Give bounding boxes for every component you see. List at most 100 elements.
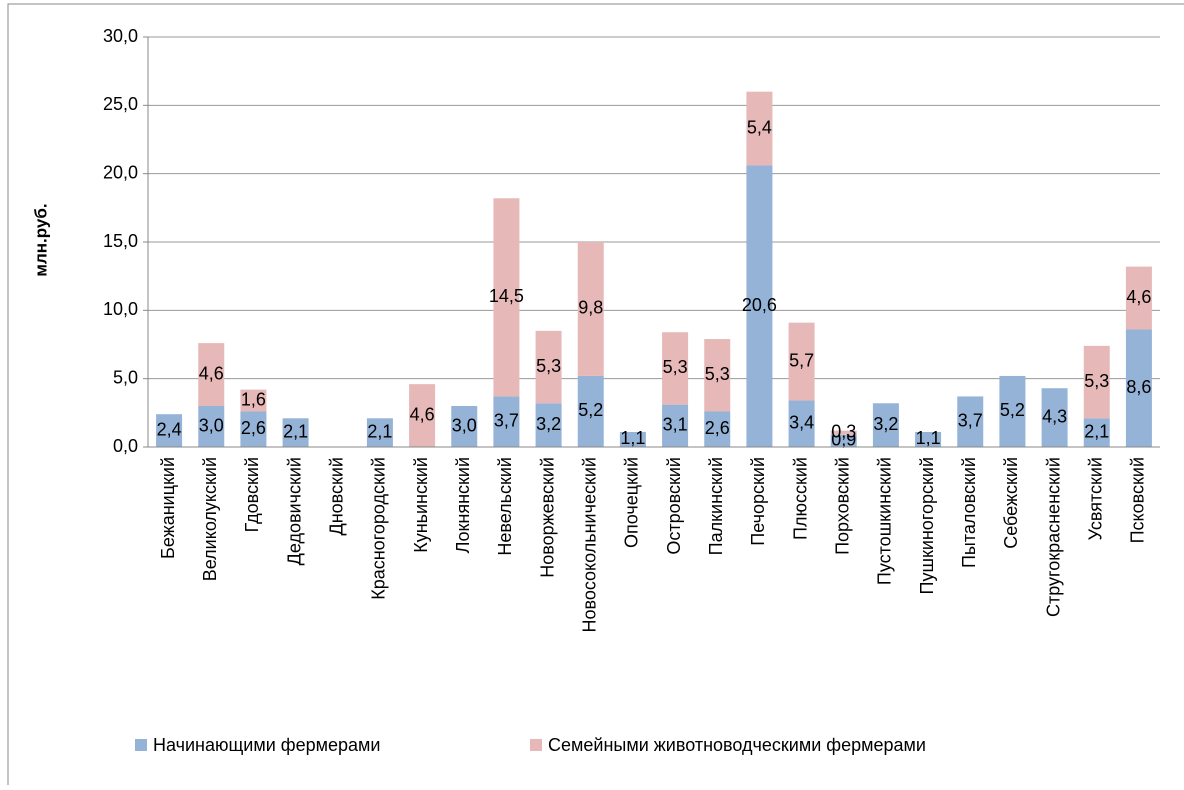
- bar-segment: [493, 198, 520, 397]
- x-tick-label: Пушкиногорский: [917, 457, 937, 594]
- bar-segment: [788, 400, 815, 447]
- y-tick-label: 5,0: [113, 367, 138, 387]
- data-label: 8,6: [1126, 377, 1151, 397]
- bar-segment: [704, 411, 731, 447]
- y-axis-label: млн.руб.: [31, 203, 50, 276]
- x-tick-label: Гдовский: [242, 457, 262, 532]
- bar-segment: [198, 406, 225, 447]
- x-tick-label: Плюсский: [790, 457, 810, 540]
- data-label: 4,6: [199, 363, 224, 383]
- data-label: 5,2: [578, 400, 603, 420]
- bar-segment: [1125, 266, 1152, 330]
- bar-segment: [1125, 329, 1152, 447]
- data-label: 1,1: [620, 428, 645, 448]
- x-tick-label: Красногородский: [369, 457, 389, 600]
- data-label: 4,3: [1042, 406, 1067, 426]
- data-label: 5,3: [1084, 371, 1109, 391]
- y-tick-label: 15,0: [103, 231, 138, 251]
- data-label: 3,2: [536, 414, 561, 434]
- bar-segment: [409, 384, 436, 447]
- y-tick-label: 10,0: [103, 299, 138, 319]
- data-label: 3,7: [494, 410, 519, 430]
- x-tick-label: Новоржевский: [537, 457, 557, 578]
- bar-segment: [198, 343, 225, 406]
- x-tick-label: Порховский: [833, 457, 853, 555]
- bar-segment: [577, 375, 604, 447]
- bar-segment: [1041, 388, 1068, 447]
- x-tick-label: Усвятский: [1086, 457, 1106, 540]
- data-label: 3,4: [789, 413, 814, 433]
- bar-segment: [535, 330, 562, 404]
- x-tick-label: Невельский: [495, 457, 515, 556]
- bar-segment: [577, 242, 604, 376]
- legend-swatch: [530, 739, 542, 751]
- bar-segment: [493, 396, 520, 447]
- data-label: 2,4: [157, 419, 182, 439]
- data-label: 14,5: [489, 286, 524, 306]
- data-label: 2,6: [705, 418, 730, 438]
- bar-segment: [830, 434, 857, 447]
- x-tick-label: Новосокольнический: [580, 457, 600, 633]
- y-tick-label: 30,0: [103, 26, 138, 46]
- bar-segment: [1083, 345, 1110, 419]
- bar-segment: [451, 406, 478, 447]
- legend-label: Семейными животноводческими фермерами: [548, 735, 926, 755]
- bar-segment: [999, 375, 1026, 447]
- bar-segment: [619, 431, 646, 447]
- x-tick-label: Локнянский: [453, 457, 473, 553]
- data-label: 4,6: [1126, 287, 1151, 307]
- data-label: 5,4: [747, 117, 772, 137]
- legend-label: Начинающими фермерами: [153, 735, 380, 755]
- data-label: 1,1: [916, 428, 941, 448]
- data-label: 5,7: [789, 350, 814, 370]
- bar-segment: [746, 91, 773, 166]
- bar-segment: [788, 322, 815, 401]
- data-label: 9,8: [578, 298, 603, 318]
- data-label: 4,6: [410, 404, 435, 424]
- x-tick-label: Пустошкинский: [875, 457, 895, 585]
- x-tick-label: Островский: [664, 457, 684, 555]
- data-label: 0,3: [831, 421, 856, 441]
- y-tick-label: 20,0: [103, 162, 138, 182]
- bar-segment: [240, 389, 267, 412]
- x-tick-label: Пыталовский: [959, 457, 979, 568]
- bar-segment: [1083, 418, 1110, 447]
- data-label: 5,3: [705, 364, 730, 384]
- bar-segment: [662, 404, 689, 447]
- data-label: 2,1: [367, 421, 392, 441]
- bar-segment: [366, 418, 393, 447]
- x-tick-label: Печорский: [748, 457, 768, 546]
- bar-segment: [535, 403, 562, 447]
- x-tick-label: Дновский: [327, 457, 347, 536]
- x-tick-label: Куньинский: [411, 457, 431, 553]
- data-label: 2,6: [241, 418, 266, 438]
- data-label: 20,6: [742, 295, 777, 315]
- x-tick-label: Себежский: [1001, 457, 1021, 549]
- data-label: 1,6: [241, 389, 266, 409]
- data-label: 5,2: [1000, 400, 1025, 420]
- bar-segment: [704, 339, 731, 412]
- x-tick-label: Псковский: [1128, 457, 1148, 543]
- x-tick-label: Опочецкий: [622, 457, 642, 548]
- data-label: 3,1: [663, 415, 688, 435]
- x-tick-label: Дедовичский: [284, 457, 304, 565]
- data-label: 2,1: [283, 421, 308, 441]
- y-tick-label: 25,0: [103, 94, 138, 114]
- bar-segment: [156, 414, 183, 447]
- x-tick-label: Бежаницкий: [158, 457, 178, 559]
- bar-segment: [872, 403, 899, 447]
- data-label: 3,0: [199, 415, 224, 435]
- bar-segment: [957, 396, 984, 447]
- data-label: 2,1: [1084, 421, 1109, 441]
- data-label: 3,7: [958, 410, 983, 430]
- data-label: 5,3: [663, 357, 688, 377]
- legend-swatch: [135, 739, 147, 751]
- y-tick-label: 0,0: [113, 436, 138, 456]
- bar-segment: [282, 418, 309, 447]
- bar-segment: [915, 431, 942, 447]
- bar-segment: [746, 165, 773, 447]
- x-tick-label: Великолукский: [200, 457, 220, 581]
- x-tick-label: Палкинский: [706, 457, 726, 555]
- data-label: 3,2: [873, 414, 898, 434]
